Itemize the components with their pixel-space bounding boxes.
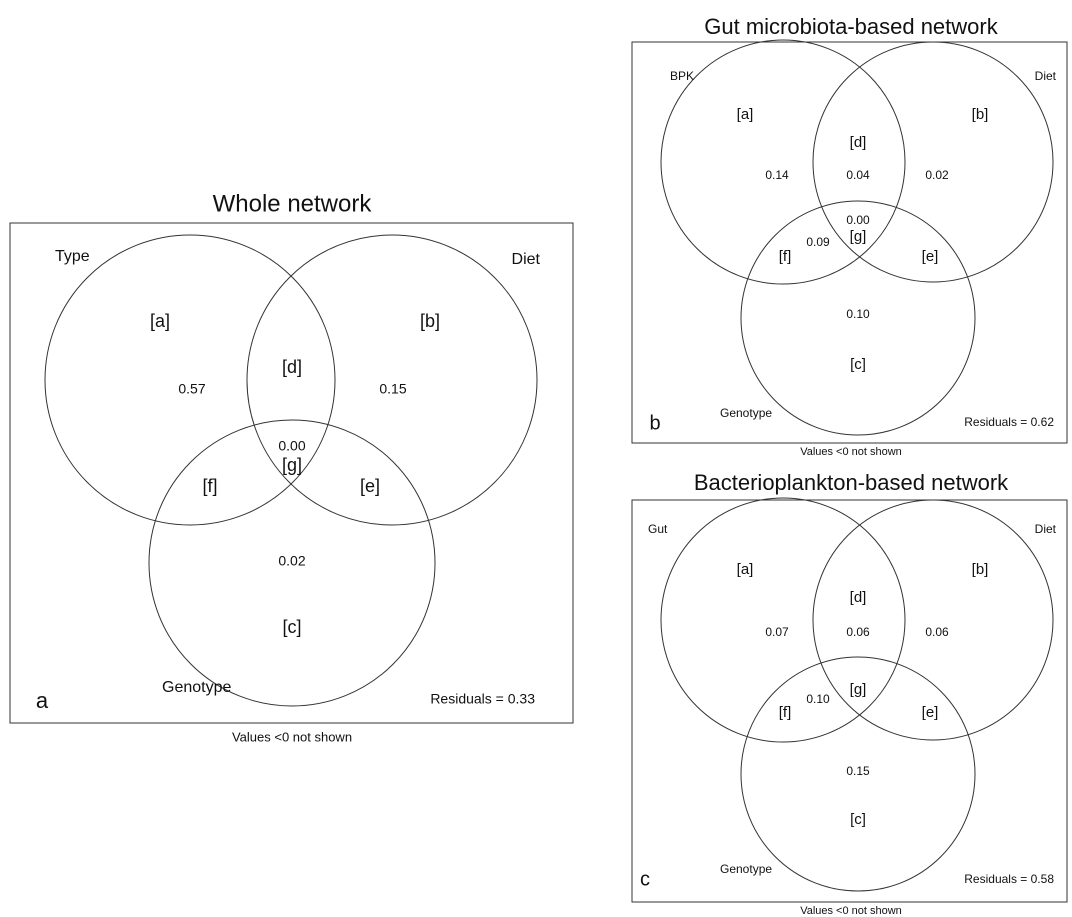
fraction-label: [e] (922, 248, 939, 265)
note: Values <0 not shown (800, 446, 902, 458)
set-label: Genotype (720, 862, 772, 876)
fraction-value: 0.07 (765, 625, 789, 639)
set-label: Diet (1035, 522, 1057, 536)
panel-title: Bacterioplankton-based network (694, 470, 1009, 495)
venn-circle (740, 200, 976, 436)
fraction-value: 0.06 (925, 625, 949, 639)
fraction-label: [b] (972, 561, 989, 578)
note: Values <0 not shown (232, 729, 352, 744)
fraction-label: [a] (150, 311, 170, 331)
fraction-value: 0.15 (846, 764, 870, 778)
fraction-label: [f] (202, 476, 217, 496)
fraction-value: 0.02 (925, 168, 949, 182)
venn-circle (812, 41, 1054, 283)
fraction-label: [e] (360, 476, 380, 496)
fraction-label: [d] (850, 589, 867, 606)
venn-circle (660, 497, 906, 743)
fraction-value: 0.57 (178, 381, 205, 397)
residuals: Residuals = 0.33 (430, 691, 535, 707)
residuals: Residuals = 0.62 (964, 415, 1054, 429)
fraction-value: 0.06 (846, 625, 870, 639)
set-label: Diet (1035, 69, 1057, 83)
fraction-value: 0.02 (278, 553, 305, 569)
fraction-label: [c] (850, 811, 866, 828)
panel-title: Gut microbiota-based network (704, 14, 998, 39)
fraction-value: 0.10 (806, 692, 830, 706)
panel-frame (9, 222, 574, 724)
venn-circle (44, 234, 336, 526)
fraction-label: [b] (420, 311, 440, 331)
venn-circle (812, 499, 1054, 741)
fraction-label: [a] (737, 561, 754, 578)
set-label: Genotype (162, 679, 231, 696)
set-label: Type (55, 248, 90, 265)
fraction-value: 0.00 (846, 213, 870, 227)
fraction-label: [a] (737, 106, 754, 123)
fraction-label: [d] (850, 134, 867, 151)
panel-frame (631, 499, 1068, 903)
fraction-label: [g] (282, 455, 302, 475)
venn-circle (740, 656, 976, 892)
fraction-label: [f] (779, 248, 792, 265)
set-label: BPK (670, 69, 694, 83)
fraction-value: 0.14 (765, 168, 789, 182)
panel-frame (631, 41, 1068, 444)
panel-letter: c (640, 868, 650, 890)
fraction-value: 0.00 (278, 438, 305, 454)
fraction-label: [c] (850, 356, 866, 373)
fraction-value: 0.09 (806, 235, 830, 249)
fraction-label: [g] (850, 228, 867, 245)
panel-letter: a (36, 688, 49, 713)
fraction-label: [e] (922, 704, 939, 721)
fraction-label: [d] (282, 357, 302, 377)
set-label: Gut (648, 522, 668, 536)
venn-circle (246, 234, 538, 526)
fraction-value: 0.15 (379, 381, 406, 397)
fraction-value: 0.04 (846, 168, 870, 182)
fraction-label: [f] (779, 704, 792, 721)
fraction-label: [b] (972, 106, 989, 123)
venn-circle (148, 419, 436, 707)
fraction-label: [g] (850, 681, 867, 698)
set-label: Genotype (720, 406, 772, 420)
panel-title: Whole network (213, 190, 373, 217)
panel-letter: b (649, 412, 660, 434)
fraction-label: [c] (282, 617, 301, 637)
venn-circle (660, 39, 906, 285)
residuals: Residuals = 0.58 (964, 872, 1054, 886)
fraction-value: 0.10 (846, 307, 870, 321)
note: Values <0 not shown (800, 905, 902, 917)
set-label: Diet (512, 251, 541, 268)
